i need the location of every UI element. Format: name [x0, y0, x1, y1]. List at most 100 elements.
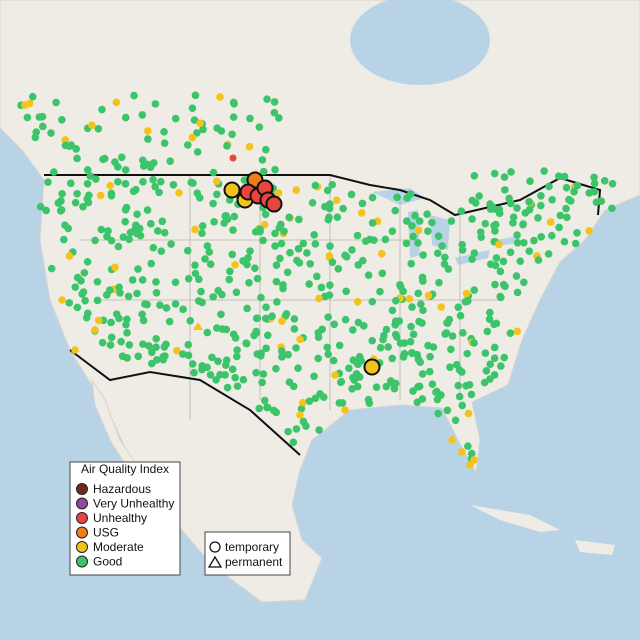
site-marker	[83, 258, 92, 266]
site-marker	[331, 371, 339, 379]
site-marker	[409, 330, 418, 339]
site-marker	[432, 388, 440, 396]
site-marker	[23, 113, 32, 122]
site-marker	[501, 282, 509, 291]
site-marker	[326, 242, 334, 250]
site-marker	[296, 411, 304, 419]
site-marker	[199, 125, 207, 134]
site-marker	[255, 404, 264, 413]
site-marker	[464, 442, 472, 451]
site-marker	[64, 224, 73, 233]
site-marker	[272, 408, 281, 417]
site-marker	[445, 315, 454, 324]
site-marker	[505, 194, 513, 203]
site-marker	[263, 95, 271, 103]
site-marker	[121, 166, 130, 174]
site-marker	[434, 232, 443, 240]
site-marker	[217, 127, 226, 135]
site-marker	[208, 353, 216, 362]
site-marker	[512, 272, 521, 280]
site-marker	[138, 276, 147, 284]
site-marker	[534, 214, 542, 222]
site-marker	[152, 356, 161, 364]
site-marker	[36, 202, 45, 211]
site-marker	[272, 364, 280, 373]
site-marker	[280, 227, 288, 236]
site-marker	[497, 362, 505, 370]
site-marker	[486, 360, 495, 368]
site-marker	[324, 350, 333, 359]
site-marker	[260, 396, 269, 405]
site-marker	[571, 239, 580, 248]
legend-swatch	[76, 541, 88, 553]
site-marker	[191, 269, 200, 278]
site-marker	[490, 169, 499, 178]
site-marker	[147, 259, 156, 268]
site-marker	[184, 141, 192, 149]
site-marker	[433, 249, 442, 258]
site-marker	[196, 119, 204, 127]
site-marker	[256, 352, 265, 360]
site-marker	[171, 114, 180, 123]
site-marker	[443, 406, 452, 415]
site-marker	[71, 198, 80, 207]
site-marker	[492, 319, 501, 328]
site-marker	[195, 275, 203, 284]
site-marker	[210, 217, 218, 226]
site-marker	[107, 318, 115, 327]
site-marker	[447, 217, 456, 225]
site-marker	[231, 260, 239, 269]
triangle-symbol	[207, 555, 223, 568]
site-marker	[403, 194, 411, 202]
site-marker	[245, 142, 254, 151]
site-marker	[128, 276, 137, 284]
site-marker	[263, 331, 272, 340]
site-marker	[205, 248, 214, 256]
site-marker	[491, 280, 499, 289]
site-marker	[364, 395, 373, 404]
site-marker	[470, 456, 478, 464]
site-marker	[246, 247, 254, 255]
site-marker	[458, 368, 466, 376]
site-marker	[481, 219, 490, 228]
site-marker	[35, 113, 44, 121]
site-marker	[93, 296, 102, 305]
site-marker	[457, 207, 466, 216]
site-marker	[149, 243, 158, 252]
site-marker	[130, 91, 138, 100]
site-marker	[454, 381, 463, 390]
site-marker	[297, 404, 306, 413]
site-marker	[306, 260, 315, 268]
site-marker	[190, 368, 198, 377]
site-marker	[311, 240, 320, 248]
site-marker	[206, 370, 215, 379]
site-marker	[112, 310, 121, 318]
site-marker	[370, 236, 378, 244]
site-marker	[160, 228, 169, 237]
site-marker	[513, 327, 522, 336]
site-marker	[328, 180, 337, 189]
site-marker	[376, 287, 384, 296]
site-marker	[342, 287, 350, 296]
site-marker	[123, 315, 131, 324]
site-marker	[363, 358, 381, 376]
circle-symbol	[209, 541, 221, 553]
site-marker	[73, 273, 82, 282]
site-marker	[326, 200, 334, 208]
site-marker	[239, 375, 248, 384]
site-marker	[411, 211, 419, 220]
site-marker	[271, 229, 279, 238]
site-marker	[152, 278, 160, 286]
site-marker	[482, 366, 491, 375]
site-marker	[167, 240, 175, 248]
site-marker	[415, 382, 424, 391]
site-marker	[183, 246, 192, 255]
site-marker	[391, 296, 400, 305]
site-marker	[530, 236, 538, 245]
site-marker	[325, 252, 334, 260]
site-marker	[54, 199, 63, 207]
site-marker	[240, 176, 249, 184]
site-marker	[144, 127, 152, 135]
site-marker	[534, 256, 543, 264]
site-marker	[467, 449, 476, 458]
